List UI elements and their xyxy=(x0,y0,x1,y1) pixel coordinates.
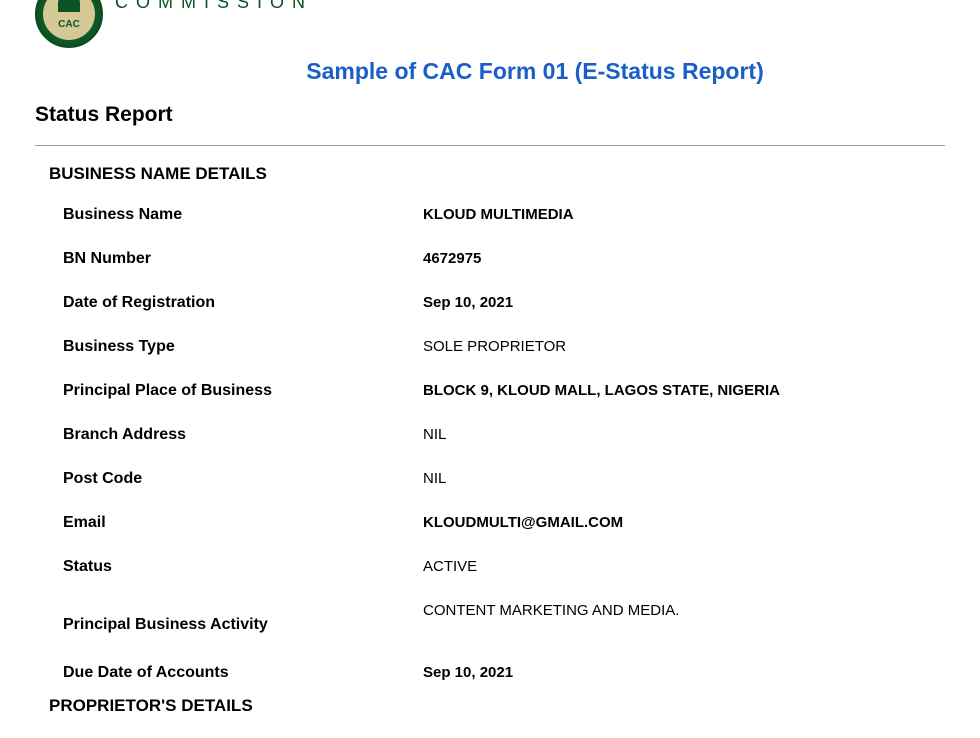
field-value: SOLE PROPRIETOR xyxy=(423,338,566,355)
field-label: Email xyxy=(63,514,423,532)
field-value: KLOUDMULTI@GMAIL.COM xyxy=(423,514,623,531)
divider xyxy=(35,145,945,146)
status-report-title: Status Report xyxy=(35,103,945,127)
field-label: Date of Registration xyxy=(63,294,423,312)
table-row: Email KLOUDMULTI@GMAIL.COM xyxy=(63,514,945,532)
field-label: Business Type xyxy=(63,338,423,356)
table-row: Post Code NIL xyxy=(63,470,945,488)
table-row: Branch Address NIL xyxy=(63,426,945,444)
field-value: BLOCK 9, KLOUD MALL, LAGOS STATE, NIGERI… xyxy=(423,382,780,399)
business-details-table: Business Name KLOUD MULTIMEDIA BN Number… xyxy=(63,206,945,682)
section-header-proprietor-details: PROPRIETOR'S DETAILS xyxy=(49,696,945,716)
field-label: Business Name xyxy=(63,206,423,224)
table-row: Principal Business Activity CONTENT MARK… xyxy=(63,602,945,634)
sample-title: Sample of CAC Form 01 (E-Status Report) xyxy=(125,58,945,85)
cac-logo: CAC xyxy=(35,0,103,48)
table-row: Date of Registration Sep 10, 2021 xyxy=(63,294,945,312)
table-row: BN Number 4672975 xyxy=(63,250,945,268)
field-value: KLOUD MULTIMEDIA xyxy=(423,206,574,223)
field-label: Due Date of Accounts xyxy=(63,664,423,682)
table-row: Status ACTIVE xyxy=(63,558,945,576)
table-row: Due Date of Accounts Sep 10, 2021 xyxy=(63,664,945,682)
document-header: CAC COMMISSION xyxy=(35,0,945,48)
field-label: Principal Business Activity xyxy=(63,602,423,634)
field-value: NIL xyxy=(423,470,446,487)
logo-text: CAC xyxy=(58,19,80,30)
field-value: Sep 10, 2021 xyxy=(423,294,513,311)
table-row: Business Name KLOUD MULTIMEDIA xyxy=(63,206,945,224)
field-value: Sep 10, 2021 xyxy=(423,664,513,681)
field-label: Status xyxy=(63,558,423,576)
field-value: ACTIVE xyxy=(423,558,477,575)
field-value: NIL xyxy=(423,426,446,443)
field-label: BN Number xyxy=(63,250,423,268)
table-row: Business Type SOLE PROPRIETOR xyxy=(63,338,945,356)
table-row: Principal Place of Business BLOCK 9, KLO… xyxy=(63,382,945,400)
field-label: Branch Address xyxy=(63,426,423,444)
commission-label: COMMISSION xyxy=(115,0,313,13)
field-value: 4672975 xyxy=(423,250,481,267)
field-label: Principal Place of Business xyxy=(63,382,423,400)
field-label: Post Code xyxy=(63,470,423,488)
field-value: CONTENT MARKETING AND MEDIA. xyxy=(423,602,679,619)
section-header-business-details: BUSINESS NAME DETAILS xyxy=(49,164,945,184)
